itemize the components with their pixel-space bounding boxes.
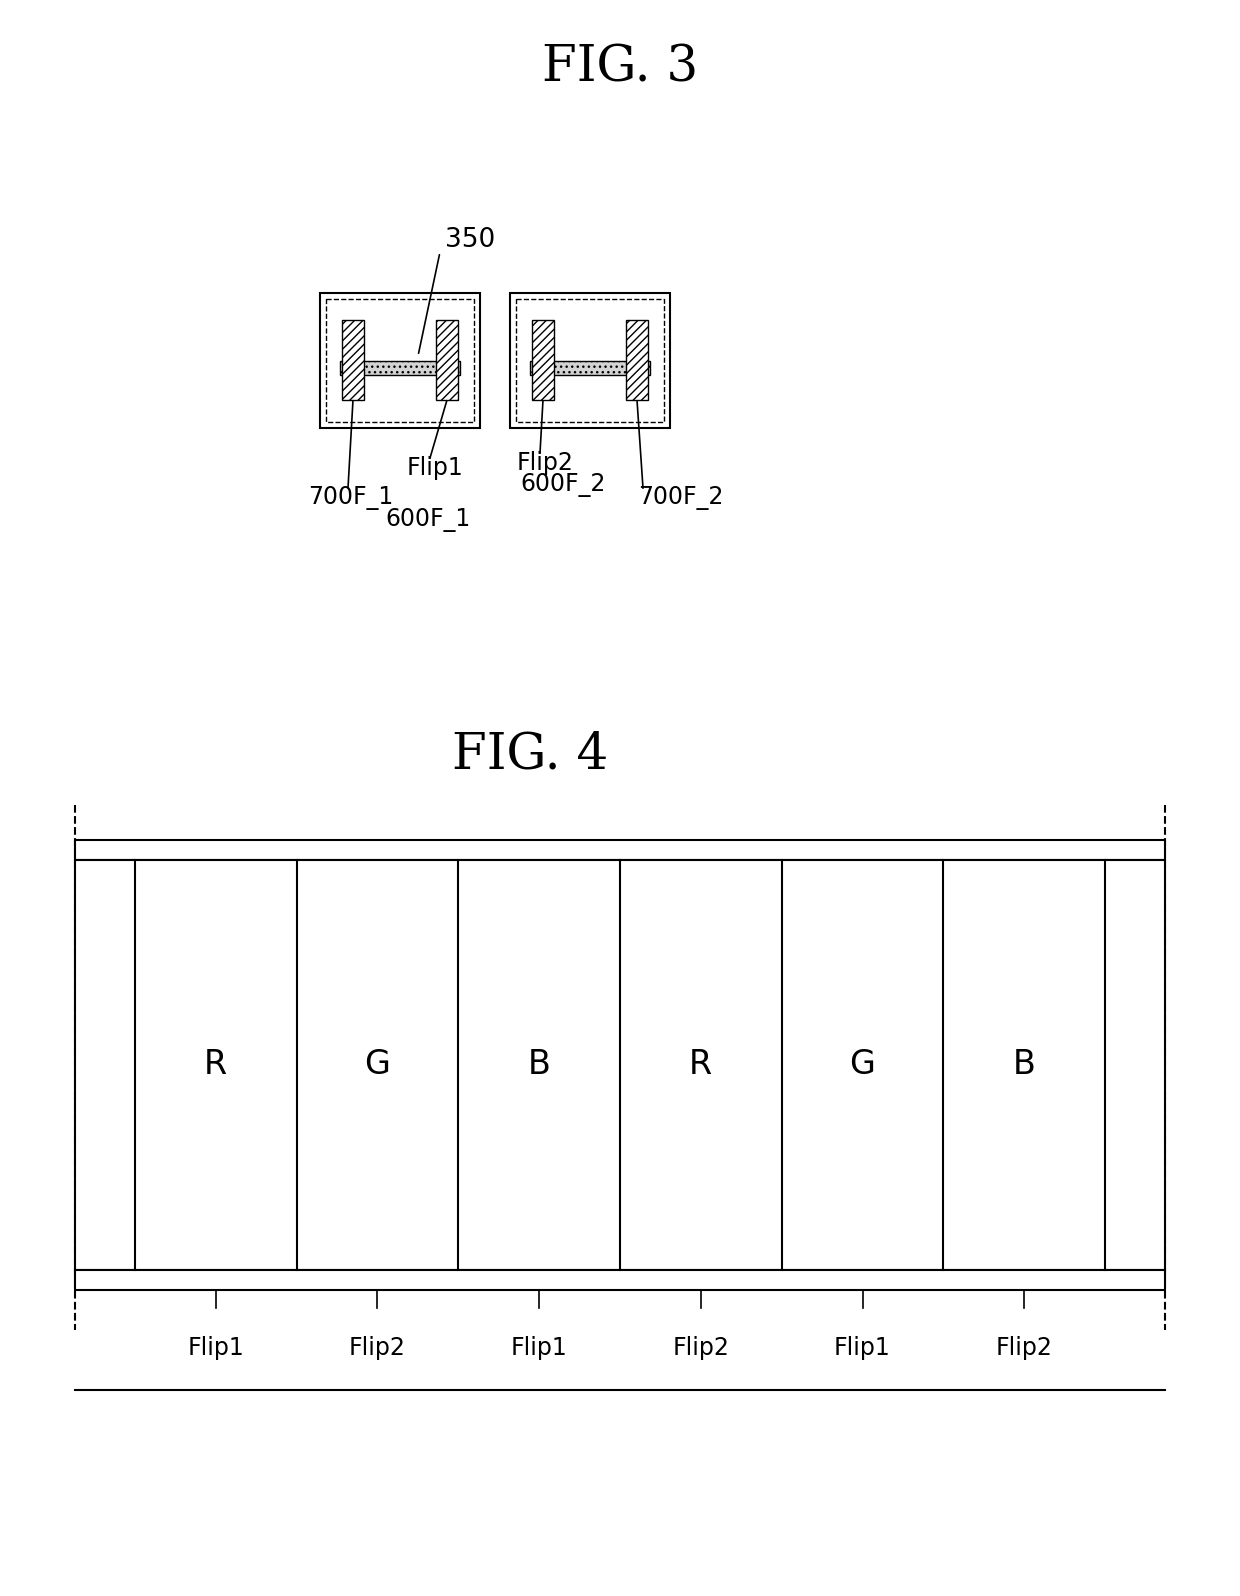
Text: Flip1: Flip1 xyxy=(835,1336,890,1360)
Text: 600F_2: 600F_2 xyxy=(520,472,605,496)
Text: Flip2: Flip2 xyxy=(672,1336,729,1360)
Text: Flip2: Flip2 xyxy=(350,1336,405,1360)
Text: 600F_1: 600F_1 xyxy=(384,508,470,531)
Bar xyxy=(626,321,649,401)
Bar xyxy=(74,860,1166,1270)
Bar xyxy=(340,361,460,375)
Text: R: R xyxy=(689,1049,713,1082)
Bar xyxy=(529,361,650,375)
Text: FIG. 3: FIG. 3 xyxy=(542,43,698,93)
Bar xyxy=(320,292,480,428)
Bar xyxy=(74,1270,1166,1290)
Text: Flip1: Flip1 xyxy=(407,456,464,480)
Text: FIG. 4: FIG. 4 xyxy=(451,731,608,780)
Text: Flip2: Flip2 xyxy=(517,452,573,476)
Bar xyxy=(436,321,458,401)
Bar xyxy=(532,321,554,401)
Bar xyxy=(74,839,1166,860)
Text: B: B xyxy=(528,1049,551,1082)
Text: R: R xyxy=(205,1049,227,1082)
Text: 350: 350 xyxy=(445,227,495,254)
Text: G: G xyxy=(849,1049,875,1082)
Bar xyxy=(326,298,474,421)
Text: G: G xyxy=(365,1049,391,1082)
Bar xyxy=(510,292,670,428)
Text: 700F_2: 700F_2 xyxy=(639,487,723,511)
Text: Flip1: Flip1 xyxy=(511,1336,568,1360)
Text: Flip1: Flip1 xyxy=(187,1336,244,1360)
Bar xyxy=(342,321,365,401)
Text: Flip2: Flip2 xyxy=(996,1336,1053,1360)
Bar xyxy=(516,298,663,421)
Text: B: B xyxy=(1013,1049,1035,1082)
Text: 700F_1: 700F_1 xyxy=(308,487,393,511)
